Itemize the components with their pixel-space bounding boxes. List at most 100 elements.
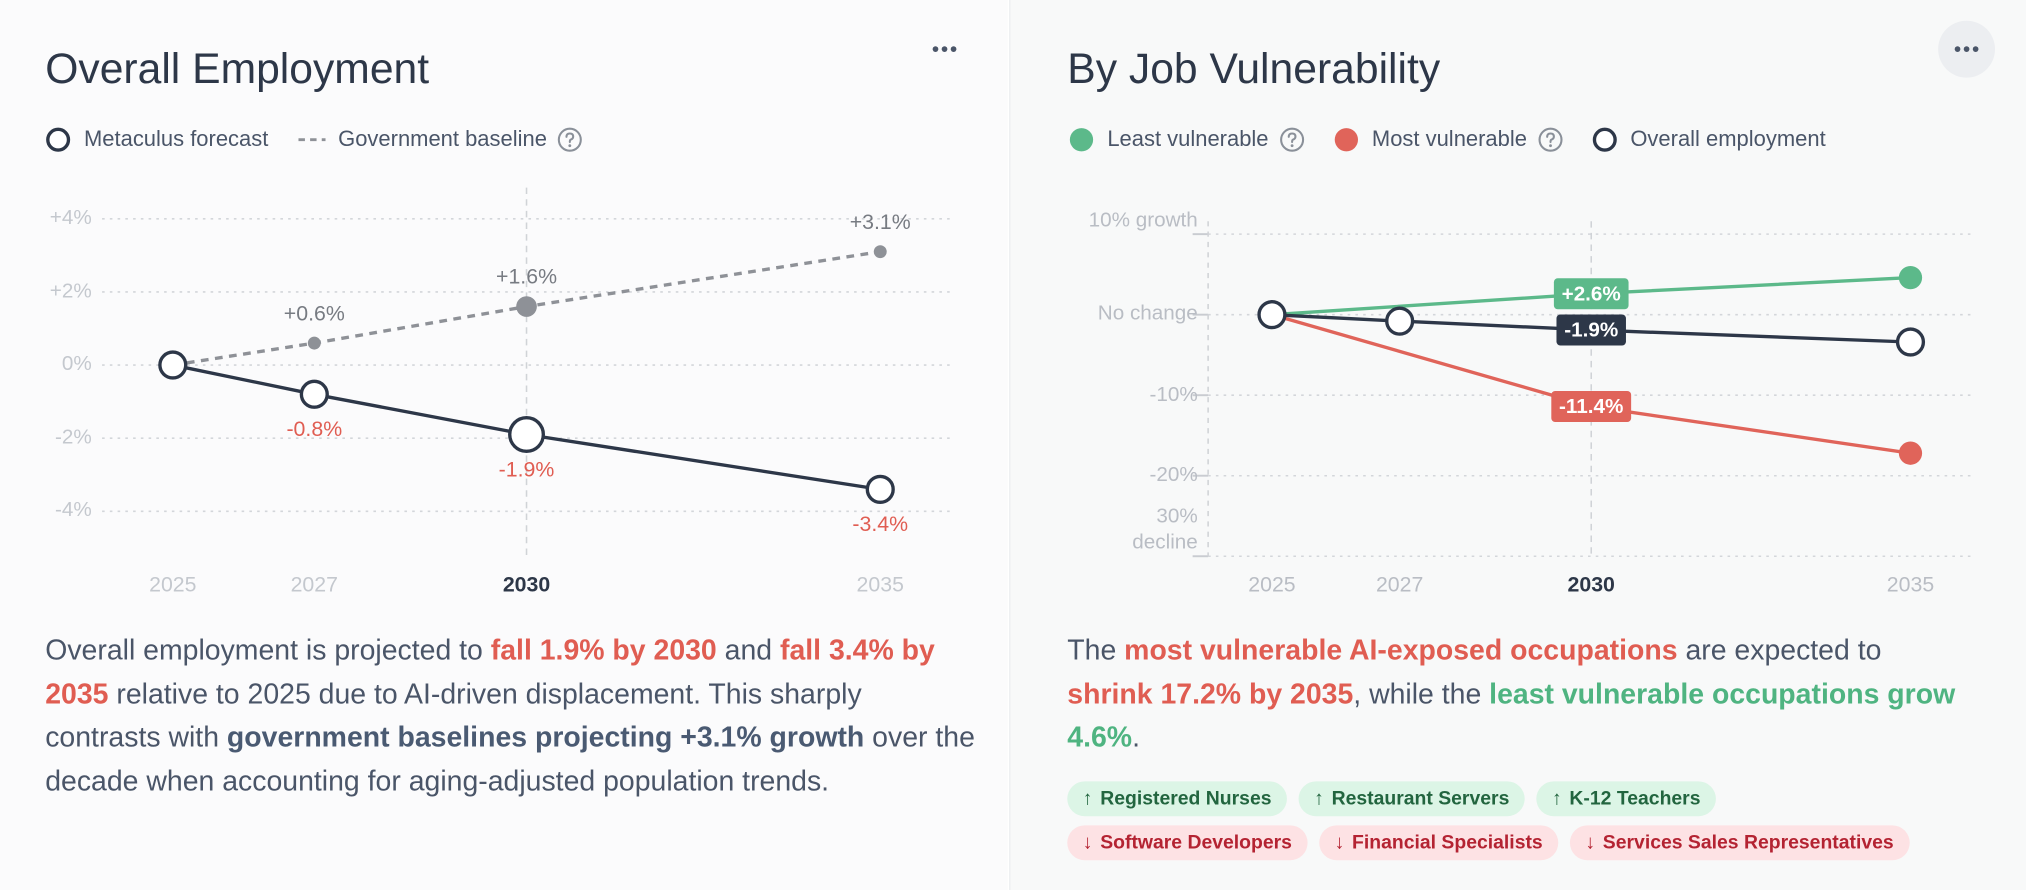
- text-segment: over the decade when accounting for agin…: [45, 720, 975, 797]
- menu-button[interactable]: [1938, 20, 1996, 78]
- chart-title: Overall Employment: [45, 43, 430, 92]
- help-dot: [1290, 144, 1294, 148]
- value-label: +0.6%: [284, 301, 345, 325]
- legend-icon: [1592, 127, 1617, 152]
- point: [1898, 265, 1923, 290]
- legend: Least vulnerable Most vulnerable Overall e…: [1069, 127, 1855, 153]
- point: [1895, 327, 1926, 357]
- tag-label: Software Developers: [1100, 831, 1292, 854]
- value-label: -3.4%: [852, 512, 908, 536]
- text-segment: fall 3.4% by 2035: [45, 633, 935, 710]
- tag-label: K-12 Teachers: [1569, 787, 1701, 810]
- text-segment: Overall employment is projected to: [45, 633, 491, 667]
- value-label: -11.4%: [1559, 395, 1623, 418]
- legend-swatch: [1592, 127, 1617, 152]
- help-circle: [1279, 127, 1304, 152]
- text-segment: government baselines projecting +3.1% gr…: [226, 720, 865, 753]
- value-label: +3.1%: [850, 210, 911, 234]
- tag-arrow: ↑: [1082, 787, 1093, 810]
- x-tick-label: 2027: [1376, 573, 1423, 597]
- text-segment: most vulnerable AI-exposed occupations: [1124, 633, 1678, 667]
- y-tick-label: 10% growth: [1088, 209, 1198, 232]
- x-tick-label: 2025: [1248, 573, 1295, 597]
- occupation-tag: ↑ Registered Nurses: [1067, 781, 1288, 817]
- legend-swatch: [46, 127, 71, 152]
- x-tick-label: 2030: [1568, 573, 1615, 597]
- value-label: +2.6%: [1562, 282, 1621, 305]
- legend-label: Least vulnerable: [1107, 126, 1269, 152]
- legend-icon: [298, 138, 326, 142]
- x-tick-label: 2035: [857, 573, 904, 597]
- legend: Metaculus forecast Government baseline: [45, 127, 611, 153]
- legend-item: Overall employment: [1592, 127, 1826, 153]
- tag-arrow: ↓: [1585, 831, 1596, 854]
- help-icon[interactable]: [557, 127, 583, 153]
- point: [158, 350, 188, 380]
- occupation-tag: ↓ Software Developers: [1067, 825, 1308, 861]
- y-tick-label: -2%: [54, 426, 92, 449]
- point: [516, 296, 537, 317]
- value-label: -1.9%: [499, 457, 555, 481]
- value-label: -0.8%: [286, 417, 342, 441]
- legend-icon: [1069, 128, 1094, 152]
- chart-title: By Job Vulnerability: [1067, 43, 1441, 92]
- description: The most vulnerable AI-exposed occupatio…: [1067, 629, 1971, 759]
- help-icon[interactable]: [1279, 127, 1305, 153]
- legend-swatch: [1334, 128, 1358, 152]
- value-label-box: [1553, 278, 1629, 310]
- value-label-box: [1556, 314, 1626, 346]
- y-tick-label: No change: [1097, 303, 1198, 326]
- help-glyph: [1287, 132, 1297, 144]
- legend-item: Most vulnerable: [1333, 127, 1563, 153]
- point: [299, 379, 329, 409]
- series-line: [172, 250, 881, 367]
- occupation-tag: ↑ K-12 Teachers: [1536, 781, 1717, 817]
- left-panel: [0, 0, 1008, 890]
- charts: 2025 2027 2030 2035 -0.8% -1.9% -3.4% +0.6% +1.6…: [102, 20, 1996, 597]
- y-tick-label: +4%: [49, 207, 92, 230]
- value-label: -1.9%: [1564, 319, 1618, 342]
- text-segment: are expected to: [1677, 633, 1882, 667]
- chart: 2025 2027 2030 2035 +2.6% -11.4% -1.9%: [1192, 221, 1975, 597]
- point: [873, 245, 887, 259]
- help-dot: [568, 144, 572, 148]
- legend-icon: [1334, 128, 1358, 152]
- y-tick-label: -10%: [1149, 383, 1198, 406]
- tag-label: Registered Nurses: [1100, 787, 1272, 810]
- point: [307, 336, 321, 350]
- x-tick-label: 2025: [149, 573, 196, 597]
- point: [1385, 306, 1415, 336]
- value-label: +1.6%: [496, 265, 557, 289]
- x-tick-label: 2027: [291, 573, 338, 597]
- tag-label: Restaurant Servers: [1331, 787, 1510, 810]
- text-segment: , while the: [1353, 677, 1490, 710]
- tag-arrow: ↓: [1082, 831, 1093, 854]
- occupation-tag: ↓ Financial Specialists: [1319, 825, 1559, 861]
- tag-arrow: ↑: [1314, 787, 1324, 810]
- tag-row: ↓ Software Developers ↓ Financial Specialis…: [1067, 825, 1921, 861]
- x-tick-label: 2030: [503, 573, 550, 597]
- legend-label: Overall employment: [1630, 126, 1826, 152]
- tag-row: ↑ Registered Nurses ↑ Restaurant Servers ↑ K-…: [1067, 781, 1727, 817]
- y-tick-label: +2%: [49, 280, 92, 303]
- text-segment: relative to 2025 due to AI-driven displa…: [45, 677, 862, 753]
- y-tick-label: 30% decline: [1132, 505, 1198, 554]
- tag-arrow: ↓: [1334, 831, 1345, 854]
- help-glyph: [1545, 132, 1555, 144]
- point: [1898, 441, 1923, 465]
- x-tick-label: 2035: [1887, 573, 1934, 597]
- point: [1257, 300, 1287, 330]
- text-segment: .: [1132, 720, 1140, 753]
- description: Overall employment is projected to fall …: [45, 629, 982, 802]
- help-icon[interactable]: [1537, 127, 1563, 153]
- legend-item: Least vulnerable: [1069, 127, 1305, 153]
- text-segment: The: [1067, 633, 1125, 667]
- y-tick-label: -4%: [54, 499, 92, 522]
- series-line: [1271, 312, 1911, 344]
- tag-label: Financial Specialists: [1352, 831, 1543, 854]
- legend-item: Metaculus forecast: [45, 127, 268, 153]
- value-label-box: [1551, 390, 1632, 422]
- menu-button[interactable]: [932, 46, 957, 53]
- help-circle: [558, 127, 583, 152]
- occupation-tag: ↑ Restaurant Servers: [1298, 781, 1525, 817]
